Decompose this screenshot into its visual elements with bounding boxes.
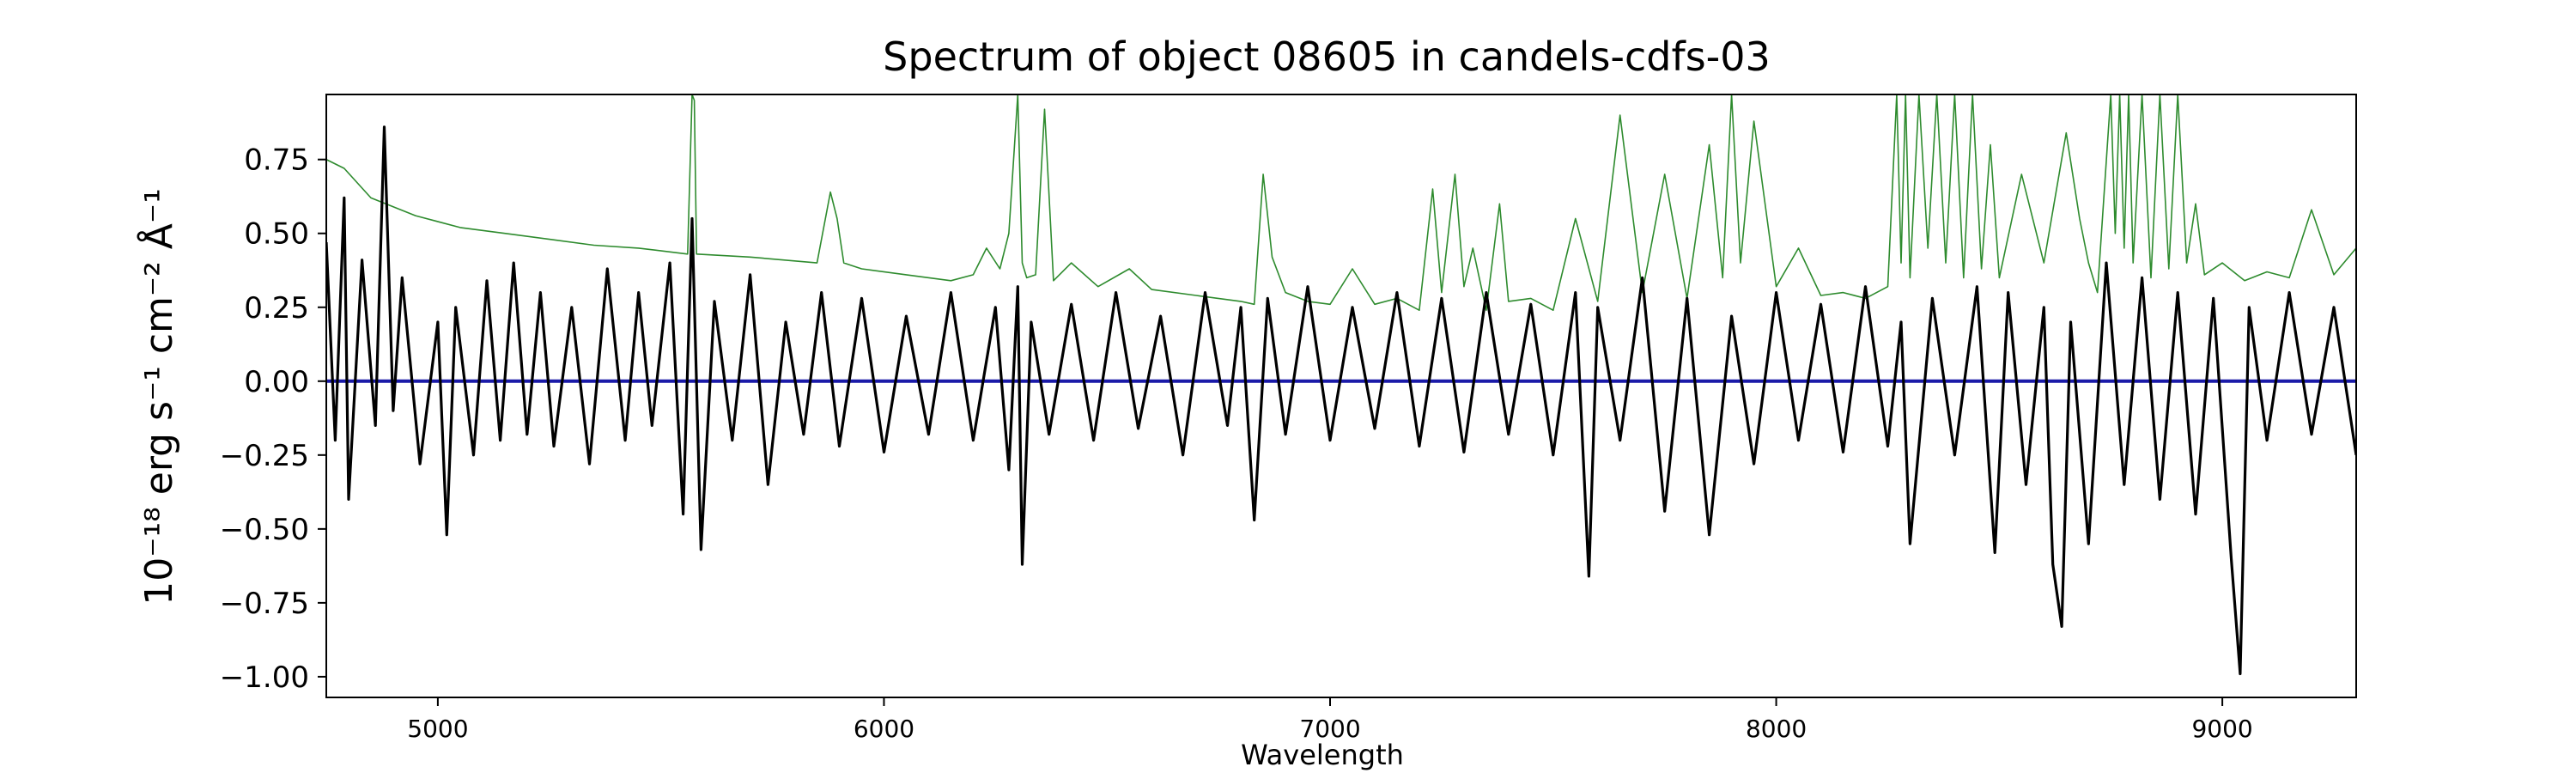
x-tick-label: 7000 <box>1299 715 1360 743</box>
y-tick-label: −0.50 <box>220 513 309 547</box>
chart-title: Spectrum of object 08605 in candels-cdfs… <box>883 33 1771 80</box>
series-error-line <box>326 94 2356 312</box>
x-axis-label: Wavelength <box>1241 739 1404 771</box>
y-axis: 0.75 0.50 0.25 0.00 −0.25 −0.50 −0.75 −1.00 <box>220 143 326 695</box>
x-axis: 5000 6000 7000 8000 9000 <box>407 697 2253 743</box>
plot-background <box>326 94 2356 697</box>
y-tick-label: 0.00 <box>244 365 309 399</box>
x-tick-label: 6000 <box>854 715 914 743</box>
y-tick-label: 0.25 <box>244 291 309 326</box>
y-tick-label: −0.75 <box>220 587 309 621</box>
series-flux-line <box>326 125 2356 676</box>
y-tick-label: 0.75 <box>244 143 309 178</box>
y-tick-label: 0.50 <box>244 217 309 252</box>
series-layer <box>326 94 2356 676</box>
x-tick-label: 5000 <box>407 715 468 743</box>
y-axis-label: 10⁻¹⁸ erg s⁻¹ cm⁻² Å⁻¹ <box>136 188 181 605</box>
y-tick-label: −1.00 <box>220 660 309 695</box>
plot-frame <box>325 94 2357 698</box>
y-tick-label: −0.25 <box>220 439 309 473</box>
x-tick-label: 9000 <box>2191 715 2252 743</box>
plot-area <box>325 94 2357 698</box>
x-tick-label: 8000 <box>1746 715 1807 743</box>
